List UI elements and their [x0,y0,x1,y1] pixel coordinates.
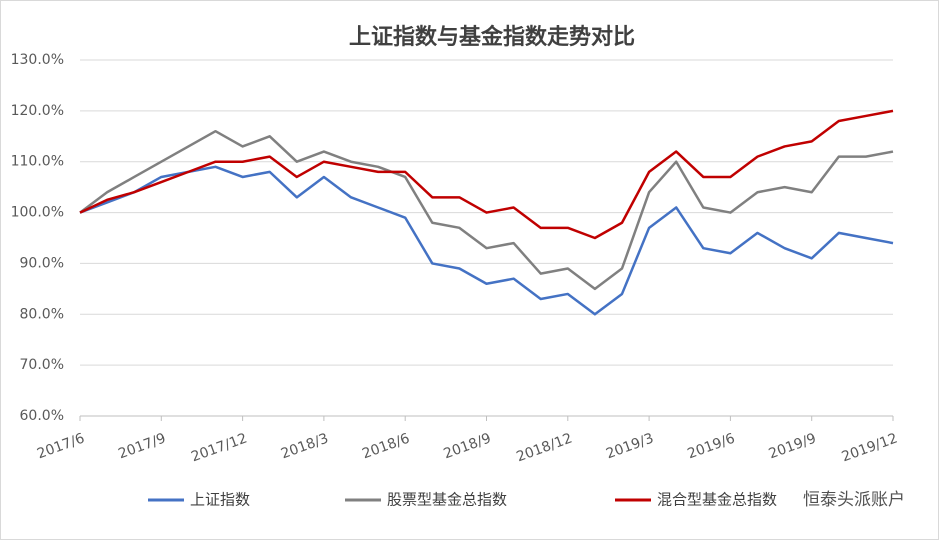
legend-label: 混合型基金总指数 [657,491,777,509]
y-tick-label: 110.0% [11,154,64,170]
legend-label: 上证指数 [190,491,250,509]
chart-title: 上证指数与基金指数走势对比 [349,24,635,50]
y-tick-label: 90.0% [20,255,64,271]
y-tick-label: 70.0% [20,357,64,373]
y-tick-label: 80.0% [20,306,64,322]
series-line [79,109,894,240]
watermark: 恒泰头派账户 [803,490,905,510]
legend-label: 股票型基金总指数 [387,491,507,509]
series-line [79,129,894,291]
series-line [79,165,894,316]
y-tick-label: 130.0% [11,52,64,68]
y-tick-label: 60.0% [20,408,64,424]
y-tick-label: 120.0% [11,103,64,119]
y-tick-label: 100.0% [11,205,64,221]
